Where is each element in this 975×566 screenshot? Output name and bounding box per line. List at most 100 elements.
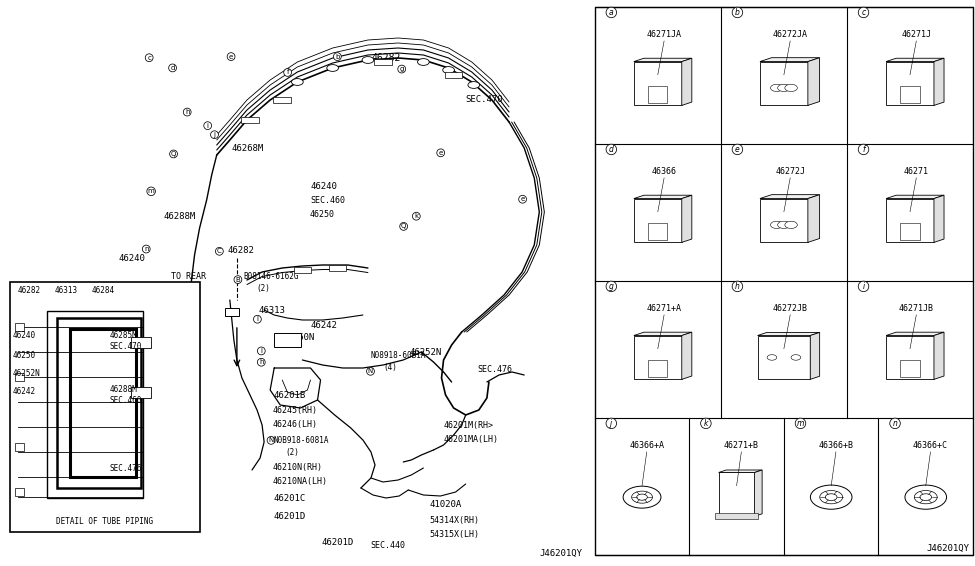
Polygon shape	[901, 359, 919, 377]
Text: 46271JA: 46271JA	[646, 29, 682, 38]
Text: 46282: 46282	[227, 246, 254, 255]
Polygon shape	[886, 195, 944, 199]
Text: 46240: 46240	[13, 331, 36, 340]
Text: 46282: 46282	[18, 286, 41, 295]
Polygon shape	[634, 332, 692, 336]
Text: f: f	[287, 70, 289, 75]
Circle shape	[920, 494, 931, 500]
Circle shape	[623, 486, 661, 508]
Circle shape	[770, 221, 783, 229]
Text: B08146-6162G: B08146-6162G	[72, 310, 128, 319]
Polygon shape	[634, 195, 692, 199]
Text: n: n	[893, 419, 898, 428]
Polygon shape	[758, 336, 810, 379]
Circle shape	[327, 65, 338, 71]
Text: 46250: 46250	[13, 351, 36, 360]
Text: j: j	[610, 419, 612, 428]
Text: N: N	[268, 438, 274, 443]
Polygon shape	[634, 199, 682, 242]
Text: SEC.476: SEC.476	[109, 464, 141, 473]
Circle shape	[632, 491, 652, 503]
Text: 46201MA(LH): 46201MA(LH)	[444, 435, 498, 444]
Text: Q: Q	[401, 224, 407, 229]
Circle shape	[820, 491, 842, 504]
Text: SEC.470: SEC.470	[465, 95, 503, 104]
Text: DETAIL OF TUBE PIPING: DETAIL OF TUBE PIPING	[57, 517, 153, 526]
Polygon shape	[760, 62, 808, 105]
Text: 46285M: 46285M	[109, 331, 136, 340]
Circle shape	[785, 84, 798, 92]
Text: e: e	[439, 150, 443, 156]
Polygon shape	[719, 470, 762, 473]
Polygon shape	[886, 62, 934, 105]
Bar	[131, 337, 150, 348]
Circle shape	[637, 494, 647, 500]
Bar	[10, 282, 200, 532]
Text: d: d	[171, 65, 175, 71]
Polygon shape	[808, 58, 820, 105]
Text: d: d	[608, 145, 614, 154]
Text: N0B918-6081A: N0B918-6081A	[273, 436, 329, 445]
Text: 46282: 46282	[371, 53, 401, 63]
Bar	[47, 311, 143, 498]
Text: N08918-60B1A: N08918-60B1A	[370, 351, 426, 360]
Polygon shape	[886, 58, 944, 62]
Circle shape	[125, 384, 144, 396]
Polygon shape	[634, 62, 682, 105]
Polygon shape	[648, 85, 667, 103]
Text: 46272J: 46272J	[775, 166, 805, 175]
Text: SEC.440: SEC.440	[370, 541, 406, 550]
Text: e: e	[229, 54, 233, 59]
Text: i: i	[207, 123, 209, 128]
Text: 46201M(RH>: 46201M(RH>	[444, 421, 493, 430]
Text: 46366+C: 46366+C	[913, 440, 948, 449]
Text: 46260N: 46260N	[283, 333, 315, 342]
Text: h: h	[735, 282, 740, 291]
Text: 46242: 46242	[13, 387, 36, 396]
Text: 41020A: 41020A	[429, 500, 461, 509]
Polygon shape	[634, 58, 692, 62]
Text: TO REAR: TO REAR	[171, 272, 206, 281]
Polygon shape	[934, 58, 944, 105]
Polygon shape	[886, 336, 934, 379]
Circle shape	[417, 59, 429, 66]
Text: 46240: 46240	[310, 182, 337, 191]
Polygon shape	[634, 336, 682, 379]
Text: SEC.476: SEC.476	[478, 365, 513, 374]
Polygon shape	[755, 470, 762, 516]
Text: 46201C: 46201C	[273, 494, 305, 503]
Text: J46201QY: J46201QY	[539, 549, 582, 558]
Polygon shape	[901, 85, 919, 103]
Bar	[15, 443, 24, 451]
Circle shape	[60, 351, 92, 369]
Text: 46366+B: 46366+B	[818, 440, 853, 449]
Text: c: c	[147, 55, 151, 61]
Text: 54314X(RH): 54314X(RH)	[429, 516, 479, 525]
Text: 46313: 46313	[258, 306, 286, 315]
Text: (2): (2)	[286, 448, 299, 457]
Text: m: m	[148, 188, 154, 194]
Polygon shape	[934, 195, 944, 242]
Circle shape	[778, 221, 790, 229]
Polygon shape	[682, 332, 692, 379]
Text: 46271JB: 46271JB	[899, 303, 934, 312]
Bar	[15, 373, 24, 381]
Text: 46366: 46366	[651, 166, 677, 175]
Text: 54315X(LH): 54315X(LH)	[429, 530, 479, 539]
Text: 46210NA(LH): 46210NA(LH)	[273, 477, 328, 486]
Text: i: i	[260, 348, 262, 354]
Text: 46201D: 46201D	[273, 512, 305, 521]
Text: (2): (2)	[256, 284, 270, 293]
Text: 46242: 46242	[310, 321, 337, 330]
Bar	[15, 488, 24, 496]
Bar	[70, 329, 136, 477]
Text: l: l	[256, 316, 258, 322]
Circle shape	[767, 355, 777, 360]
Bar	[15, 323, 24, 331]
Text: n: n	[144, 246, 148, 252]
Bar	[57, 318, 140, 488]
Text: 46271J: 46271J	[901, 29, 931, 38]
Text: 46246(LH): 46246(LH)	[273, 420, 318, 429]
Bar	[715, 513, 759, 519]
Text: 46245(RH): 46245(RH)	[273, 406, 318, 415]
